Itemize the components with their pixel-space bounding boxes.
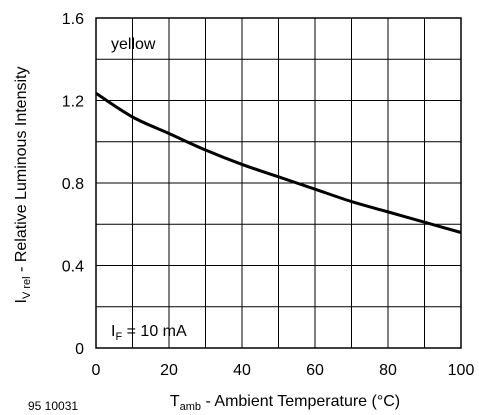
y-tick-label: 0.8: [62, 176, 84, 193]
y-tick-label: 1.6: [62, 11, 84, 28]
color-label: yellow: [111, 36, 156, 53]
x-axis-title-rest: - Ambient Temperature (°C): [201, 393, 400, 410]
forward-current-label: IF = 10 mA: [111, 323, 187, 343]
x-tick-label: 0: [92, 362, 101, 379]
plot-frame: [95, 17, 462, 349]
y-tick-label: 1.2: [62, 94, 84, 111]
x-tick-label: 40: [233, 362, 251, 379]
x-axis-title-sub: amb: [180, 401, 201, 413]
y-tick-label: 0.4: [62, 259, 84, 276]
y-axis-title-sub: V rel: [21, 276, 33, 299]
forward-current-sub: F: [115, 331, 122, 343]
forward-current-main: I: [111, 323, 115, 340]
x-tick-label: 80: [379, 362, 397, 379]
grid: [96, 18, 461, 348]
forward-current-rest: = 10 mA: [122, 323, 187, 340]
y-tick-label: 0: [75, 341, 84, 358]
x-tick-label: 100: [448, 362, 475, 379]
x-tick-label: 20: [160, 362, 178, 379]
y-tick-labels: 0 0.4 0.8 1.2 1.6: [62, 11, 84, 358]
x-tick-label: 60: [306, 362, 324, 379]
x-axis-title: Tamb - Ambient Temperature (°C): [170, 393, 400, 413]
series-line: [95, 92, 462, 234]
x-axis-title-main: T: [170, 393, 180, 410]
y-axis-title-main: I: [13, 299, 30, 303]
y-axis-title: IV rel - Relative Luminous Intensity: [13, 67, 33, 304]
y-axis-title-rest: - Relative Luminous Intensity: [13, 67, 30, 277]
x-tick-labels: 0 20 40 60 80 100: [92, 362, 475, 379]
figure-id: 95 10031: [28, 399, 78, 413]
